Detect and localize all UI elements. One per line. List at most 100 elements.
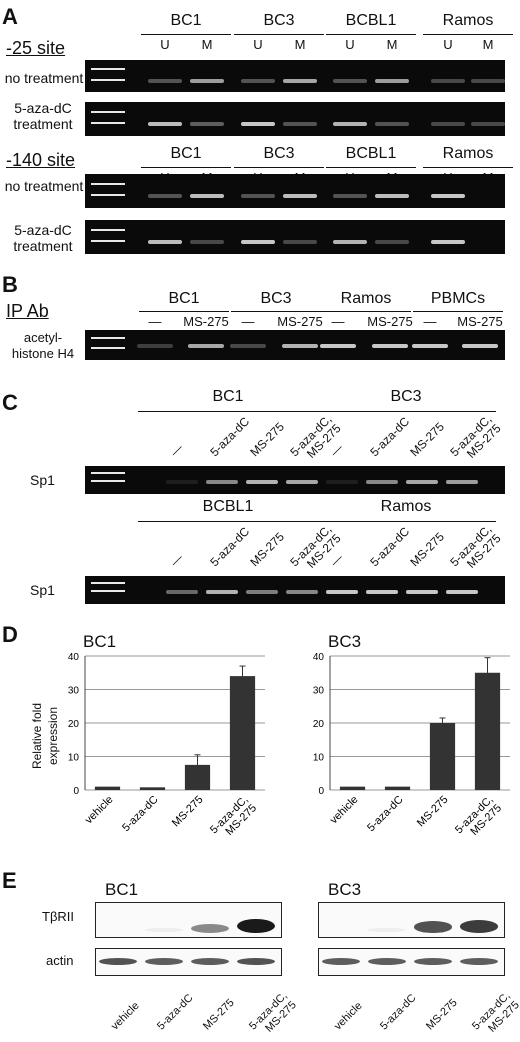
y-tick-label: 30 xyxy=(68,686,80,697)
dna-band xyxy=(320,344,356,348)
group-header-bc1: BC1 xyxy=(170,145,202,162)
dna-band xyxy=(282,344,318,348)
ladder-band xyxy=(91,68,125,70)
lane-ms275-label: MS-275 xyxy=(183,314,229,329)
dna-band xyxy=(462,344,498,348)
ladder-band xyxy=(91,79,125,82)
dna-band xyxy=(190,239,224,244)
dna-band xyxy=(366,590,398,594)
y-tick-label: 10 xyxy=(68,753,80,764)
lane-label-rotated: — xyxy=(167,440,186,460)
y-tick-label: 0 xyxy=(318,786,324,797)
site-title: -140 site xyxy=(6,150,76,170)
group-header-bc3: BC3 xyxy=(263,145,295,162)
western-band xyxy=(237,958,275,965)
lane-u-label: U xyxy=(253,37,263,52)
group-rule xyxy=(141,167,231,168)
western-band xyxy=(191,958,229,965)
bar xyxy=(474,672,501,790)
dna-band xyxy=(372,344,408,348)
dna-band xyxy=(375,239,409,244)
row-label-sp1: Sp1 xyxy=(30,582,55,598)
lane-label-rotated: MS-275 xyxy=(247,419,287,460)
lane-m-label: M xyxy=(201,37,213,52)
bar xyxy=(384,786,411,790)
group-rule xyxy=(138,411,318,412)
group-header-bc3: BC3 xyxy=(390,388,422,405)
bar-chart-bc1: 0 10 20 30 40 vehicle 5-aza-dC MS-275 5-aza-dC,M… xyxy=(68,652,265,845)
group-rule xyxy=(316,411,496,412)
lane-untreated-label: — xyxy=(148,314,162,329)
x-tick-label: vehicle xyxy=(83,794,116,827)
ladder-band xyxy=(91,182,125,185)
blot-title-bc1: BC1 xyxy=(105,880,139,899)
y-tick-label: 20 xyxy=(68,719,80,730)
dna-band xyxy=(246,590,278,594)
lane-u-label: U xyxy=(443,37,453,52)
western-band xyxy=(322,958,360,965)
lane-label-rotated: — xyxy=(167,550,186,570)
dna-band xyxy=(283,121,317,126)
dna-band xyxy=(148,239,182,244)
dna-band xyxy=(166,480,198,484)
dna-band xyxy=(283,78,317,83)
dna-band xyxy=(375,78,409,83)
dna-band xyxy=(431,239,465,244)
x-tick-label: 5-aza-dC,MS-275 xyxy=(453,794,504,845)
dna-band xyxy=(375,193,409,198)
row-label-acetyl-histone: acetyl- histone H4 xyxy=(11,330,75,361)
dna-band xyxy=(137,344,173,348)
ladder-band xyxy=(91,590,125,592)
bar xyxy=(429,723,456,790)
dna-band xyxy=(333,239,367,244)
y-tick-label: 0 xyxy=(73,786,79,797)
panel-label-c: C xyxy=(2,390,18,415)
ip-ab-label: IP Ab xyxy=(6,301,49,321)
group-header-bc3: BC3 xyxy=(263,12,295,29)
lane-label-rotated: 5-aza-dC xyxy=(378,992,419,1033)
dna-band xyxy=(406,480,438,484)
western-band xyxy=(99,958,137,965)
x-tick-label: 5-aza-dC xyxy=(120,794,161,835)
row-label: 5-aza-dC treatment xyxy=(13,100,73,132)
y-tick-label: 20 xyxy=(313,719,325,730)
dna-band xyxy=(241,121,275,126)
dna-band xyxy=(333,121,367,126)
lane-ms275-label: MS-275 xyxy=(277,314,323,329)
western-band xyxy=(460,958,498,965)
lane-label-rotated: 5-aza-dC, MS-275 xyxy=(447,412,504,461)
y-tick-label: 40 xyxy=(313,652,325,663)
lane-label-rotated: MS-275 xyxy=(247,529,287,570)
group-header-bcbl1: BCBL1 xyxy=(202,498,254,515)
chart-title-bc1: BC1 xyxy=(83,632,117,651)
group-rule xyxy=(326,167,416,168)
lane-label-rotated: 5-aza-dC xyxy=(367,524,413,570)
group-rule xyxy=(321,311,411,312)
group-rule xyxy=(326,34,416,35)
bar xyxy=(229,676,256,790)
panel-label-e: E xyxy=(2,868,17,893)
ladder-band xyxy=(91,347,125,349)
blot-title-bc3: BC3 xyxy=(328,880,362,899)
dna-band xyxy=(446,480,478,484)
dna-band xyxy=(190,78,224,83)
row-label: 5-aza-dC treatment xyxy=(13,222,73,254)
group-rule xyxy=(234,167,324,168)
dna-band xyxy=(471,121,505,126)
lane-label-rotated: — xyxy=(327,550,346,570)
y-axis-label: Relative fold expression xyxy=(30,702,60,770)
dna-band xyxy=(230,344,266,348)
western-band xyxy=(145,958,183,965)
bar xyxy=(139,787,166,790)
x-tick-label: 5-aza-dC,MS-275 xyxy=(208,794,259,845)
x-tick-label: MS-275 xyxy=(415,794,451,830)
western-band xyxy=(145,927,183,933)
lane-label-rotated: 5-aza-dC xyxy=(367,414,413,460)
group-header-bc1: BC1 xyxy=(212,388,244,405)
dna-band xyxy=(241,78,275,83)
gel-a-25-aza xyxy=(85,102,505,136)
lane-label-rotated: vehicle xyxy=(109,999,142,1033)
row-label: no treatment xyxy=(4,70,84,86)
bar xyxy=(339,786,366,790)
gel-a-25-no-treatment xyxy=(85,60,505,92)
